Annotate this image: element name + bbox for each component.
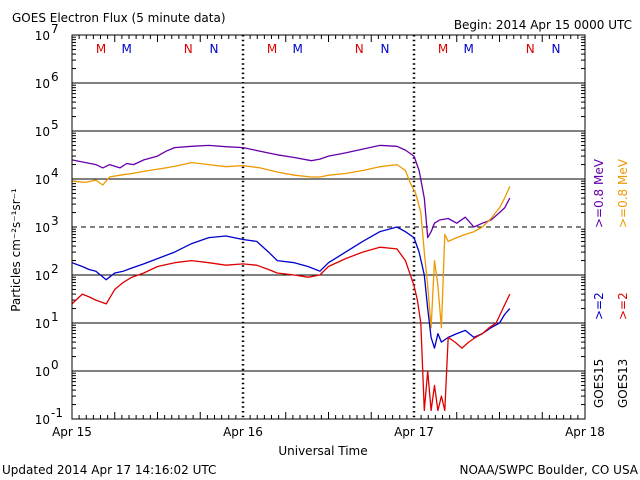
day-marker: N <box>380 42 389 56</box>
series-line <box>71 161 511 329</box>
y-tick-exponent: 6 <box>51 70 59 84</box>
series-line <box>71 144 511 239</box>
y-tick-label: 10 <box>35 77 50 91</box>
y-tick-exponent: -1 <box>51 406 63 420</box>
y-tick-exponent: 7 <box>51 22 59 36</box>
day-marker: M <box>464 42 474 56</box>
day-marker: N <box>184 42 193 56</box>
y-tick-label: 10 <box>35 221 50 235</box>
chart-begin-text: Begin: 2014 Apr 15 0000 UTC <box>454 18 632 32</box>
chart-title: GOES Electron Flux (5 minute data) <box>12 11 226 25</box>
y-tick-label: 10 <box>35 269 50 283</box>
day-marker: M <box>438 42 448 56</box>
y-tick-label: 10 <box>35 173 50 187</box>
y-tick-exponent: 0 <box>51 358 59 372</box>
series-line <box>71 246 511 412</box>
x-tick-label: Apr 17 <box>394 425 434 439</box>
day-marker: M <box>293 42 303 56</box>
y-tick-label: 10 <box>35 365 50 379</box>
plot-frame <box>71 34 586 420</box>
day-marker: N <box>355 42 364 56</box>
y-tick-exponent: 3 <box>51 214 59 228</box>
legend-g13-08mev: >=0.8 MeV <box>616 158 630 228</box>
y-tick-exponent: 2 <box>51 262 59 276</box>
y-tick-exponent: 5 <box>51 118 59 132</box>
y-tick-label: 10 <box>35 317 50 331</box>
day-marker: N <box>209 42 218 56</box>
y-tick-label: 10 <box>35 413 50 427</box>
x-axis-label: Universal Time <box>278 444 367 458</box>
updated-text: Updated 2014 Apr 17 14:16:02 UTC <box>2 463 216 477</box>
day-marker: N <box>526 42 535 56</box>
y-axis-label: Particles cm⁻²s⁻¹sr⁻¹ <box>9 188 23 312</box>
day-marker: M <box>96 42 106 56</box>
legend-g15-2mev: >=2 <box>592 292 606 320</box>
x-tick-label: Apr 18 <box>565 425 605 439</box>
x-tick-label: Apr 15 <box>52 425 92 439</box>
day-marker: M <box>122 42 132 56</box>
y-tick-exponent: 1 <box>51 310 59 324</box>
y-tick-label: 10 <box>35 125 50 139</box>
day-marker: N <box>551 42 560 56</box>
legend-g13-2mev: >=2 <box>616 292 630 320</box>
day-marker: M <box>267 42 277 56</box>
legend-goes15: GOES15 <box>592 359 606 408</box>
legend-g15-08mev: >=0.8 MeV <box>592 158 606 228</box>
x-tick-label: Apr 16 <box>223 425 263 439</box>
credit-text: NOAA/SWPC Boulder, CO USA <box>460 463 639 477</box>
y-tick-exponent: 4 <box>51 166 59 180</box>
y-tick-label: 10 <box>35 29 50 43</box>
legend-goes13: GOES13 <box>616 359 630 408</box>
series-line <box>71 226 511 349</box>
